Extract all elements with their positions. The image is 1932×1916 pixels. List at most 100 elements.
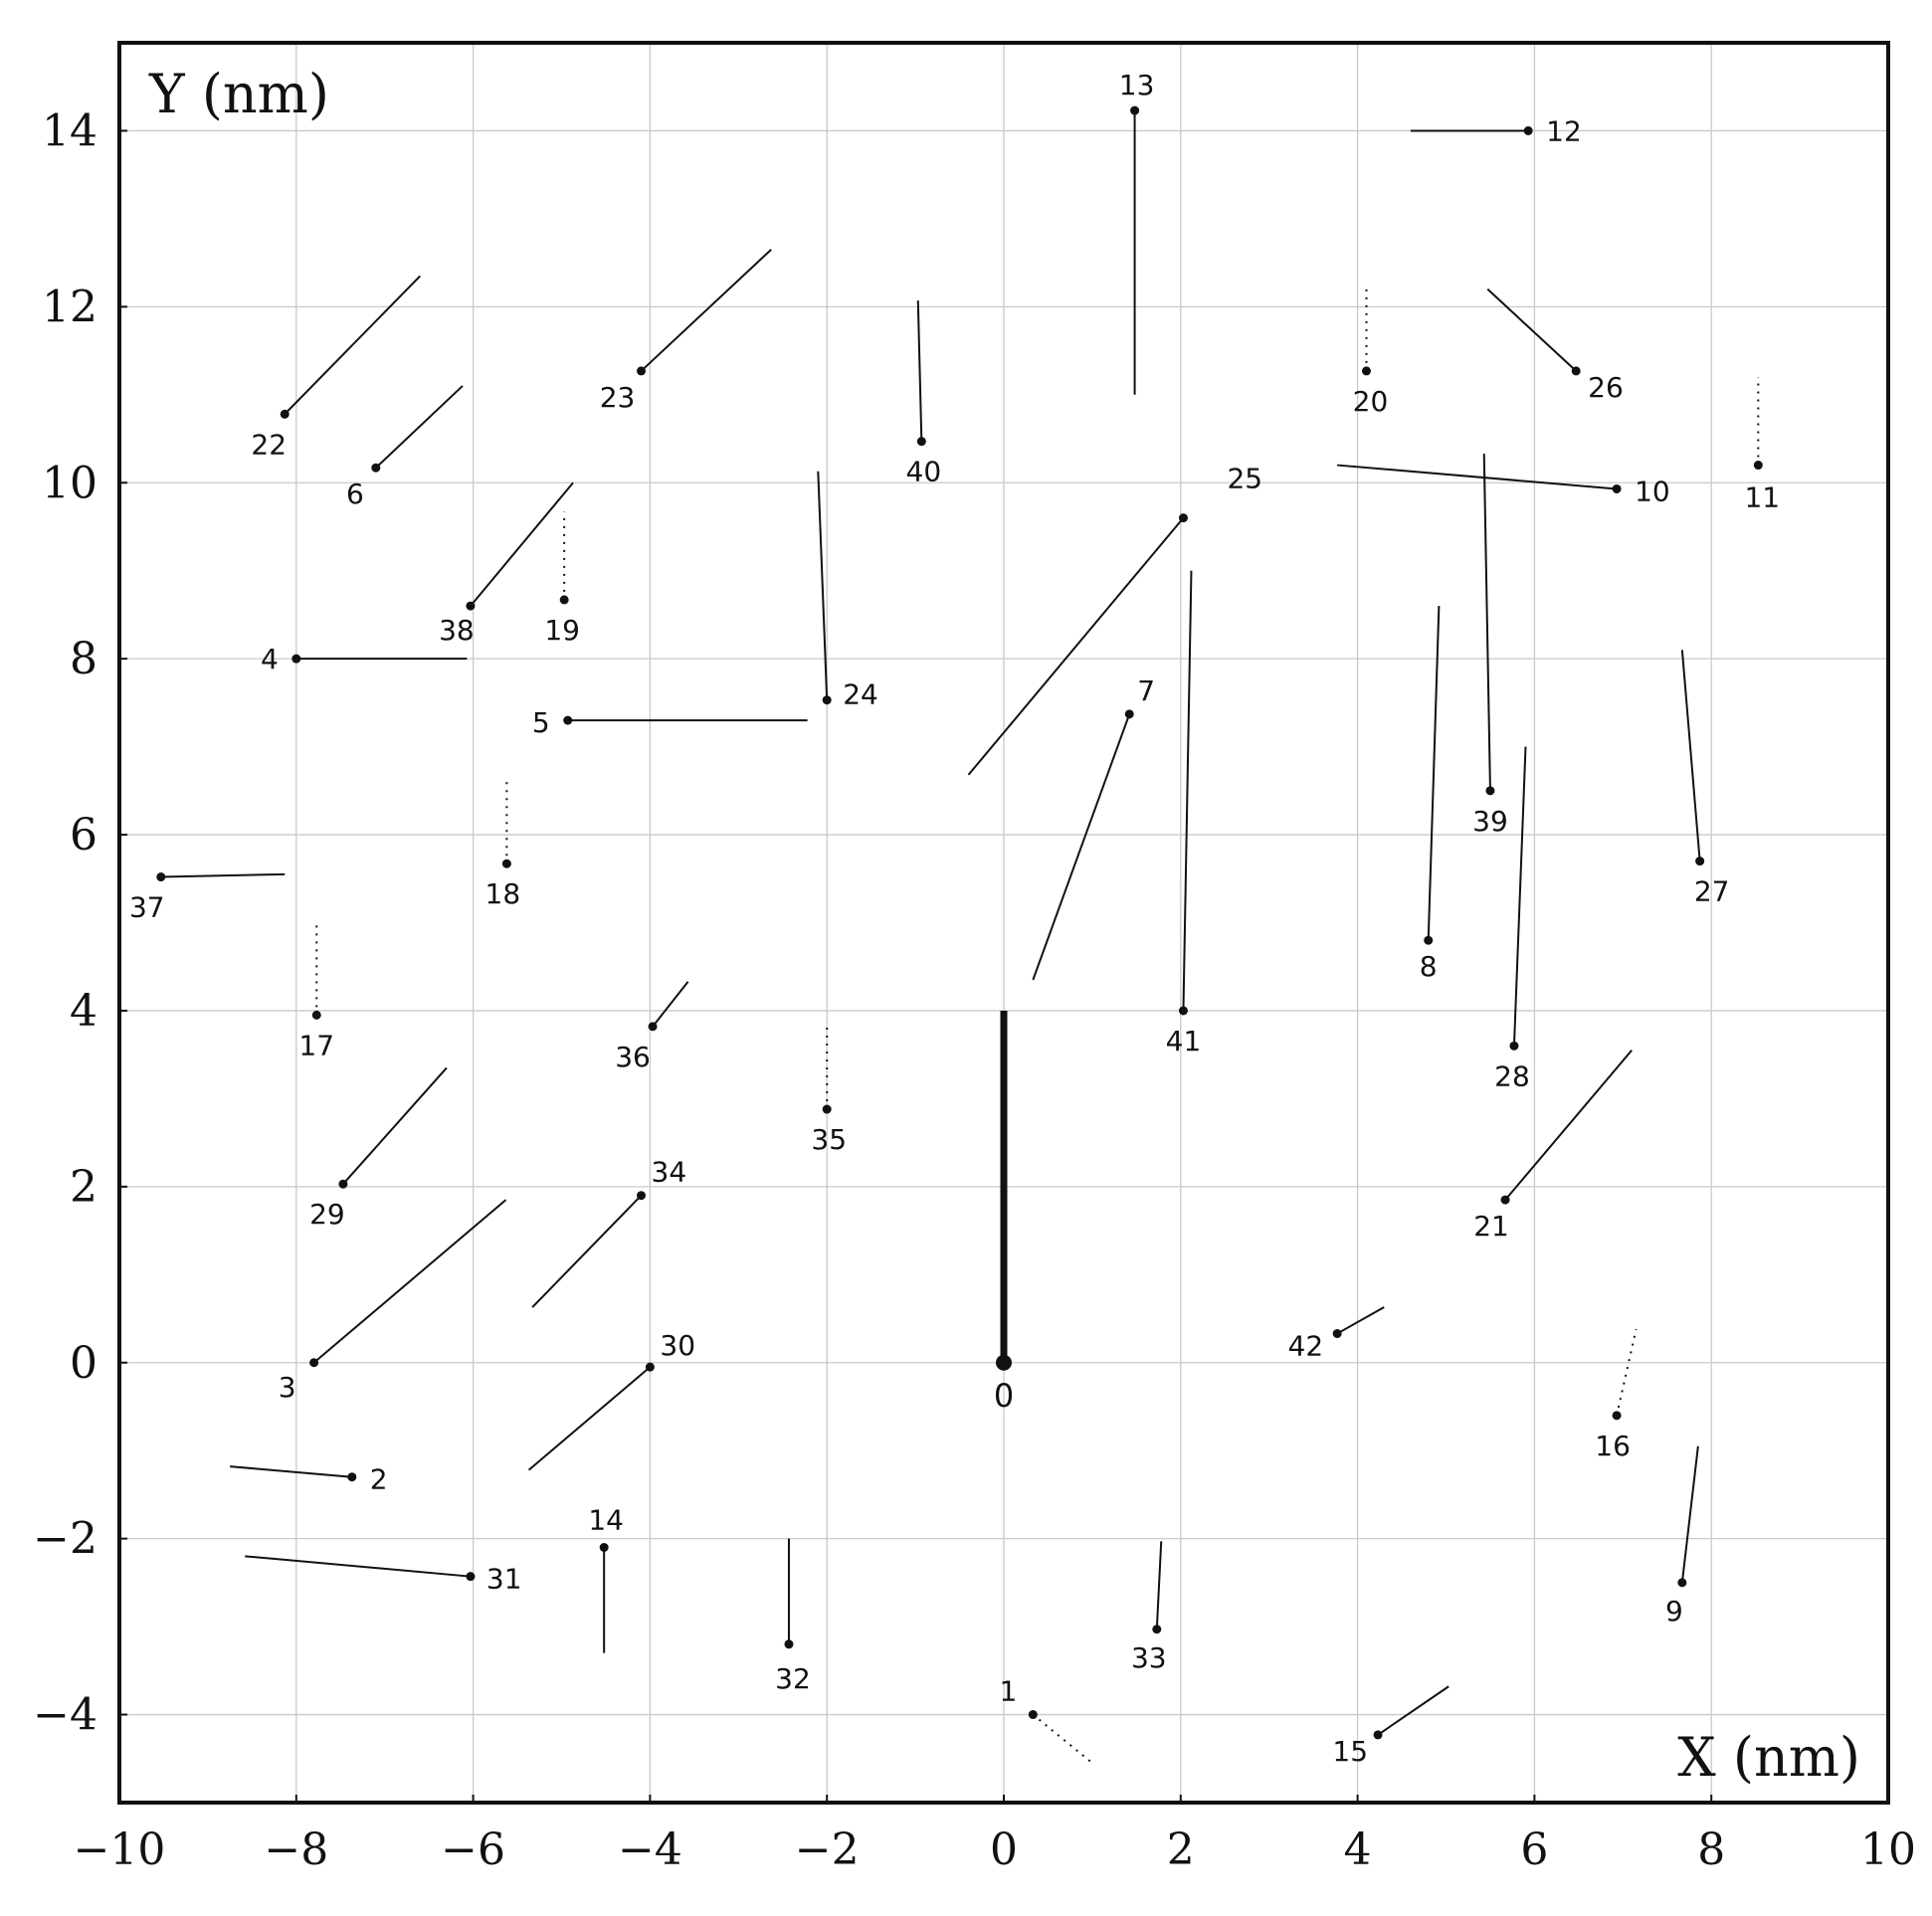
data-point-42 xyxy=(1332,1329,1342,1339)
point-label-0: 0 xyxy=(994,1377,1014,1415)
vector-line-1 xyxy=(1032,1713,1093,1764)
vector-line-27 xyxy=(1680,650,1701,862)
vector-line-36 xyxy=(652,981,689,1028)
data-point-41 xyxy=(1178,1006,1188,1016)
vector-line-26 xyxy=(1486,287,1577,372)
data-point-23 xyxy=(637,366,647,376)
point-label-19: 19 xyxy=(544,614,580,647)
vector-line-22 xyxy=(284,275,421,415)
point-label-18: 18 xyxy=(485,877,521,910)
point-label-25: 25 xyxy=(1227,463,1262,495)
y-tick-label: 2 xyxy=(70,1162,97,1213)
vector-line-16 xyxy=(1616,1328,1638,1417)
point-label-36: 36 xyxy=(615,1041,651,1073)
x-tick-label: 2 xyxy=(1167,1824,1195,1875)
point-label-14: 14 xyxy=(588,1503,624,1536)
vector-line-7 xyxy=(1032,713,1131,981)
point-label-38: 38 xyxy=(439,614,475,647)
data-point-19 xyxy=(559,595,569,605)
data-point-11 xyxy=(1753,461,1763,471)
data-point-26 xyxy=(1571,366,1581,376)
point-label-27: 27 xyxy=(1694,875,1730,908)
x-tick-label: 8 xyxy=(1697,1824,1725,1875)
point-label-2: 2 xyxy=(370,1463,388,1496)
point-label-26: 26 xyxy=(1588,371,1624,404)
point-label-33: 33 xyxy=(1131,1641,1167,1674)
data-point-20 xyxy=(1361,366,1371,376)
x-tick-label: −6 xyxy=(441,1824,505,1875)
data-point-2 xyxy=(347,1472,357,1482)
data-point-9 xyxy=(1677,1578,1687,1588)
vector-line-34 xyxy=(531,1194,643,1308)
data-point-28 xyxy=(1509,1041,1519,1051)
data-point-24 xyxy=(822,695,832,705)
data-point-15 xyxy=(1373,1730,1383,1740)
data-point-1 xyxy=(1028,1710,1038,1720)
data-point-16 xyxy=(1612,1411,1622,1421)
data-point-13 xyxy=(1130,105,1140,115)
point-label-37: 37 xyxy=(129,891,165,924)
data-point-27 xyxy=(1695,857,1705,866)
vector-line-28 xyxy=(1512,746,1527,1047)
data-point-30 xyxy=(645,1362,655,1372)
vector-line-33 xyxy=(1155,1541,1163,1629)
point-label-1: 1 xyxy=(1000,1675,1018,1708)
point-label-4: 4 xyxy=(261,643,279,675)
data-point-37 xyxy=(156,872,166,882)
point-label-24: 24 xyxy=(843,678,878,711)
vector-line-2 xyxy=(230,1465,352,1478)
point-label-17: 17 xyxy=(298,1029,334,1061)
y-tick-label: 12 xyxy=(42,282,97,332)
plot-frame xyxy=(117,41,1890,1805)
data-point-18 xyxy=(501,859,511,868)
vector-line-21 xyxy=(1504,1050,1633,1201)
vector-line-40 xyxy=(916,300,923,442)
vector-line-15 xyxy=(1377,1685,1449,1736)
y-tick-label: 4 xyxy=(70,986,97,1037)
vector-line-29 xyxy=(342,1066,448,1185)
point-label-23: 23 xyxy=(600,381,636,414)
data-point-7 xyxy=(1124,709,1134,719)
data-point-6 xyxy=(371,463,381,473)
data-point-21 xyxy=(1500,1195,1510,1205)
point-label-22: 22 xyxy=(251,428,287,461)
data-point-0 xyxy=(996,1354,1012,1371)
x-tick-label: 6 xyxy=(1520,1824,1548,1875)
point-label-15: 15 xyxy=(1332,1735,1368,1768)
vector-line-39 xyxy=(1482,454,1491,791)
point-label-9: 9 xyxy=(1665,1595,1683,1628)
x-tick-label: −8 xyxy=(264,1824,328,1875)
point-label-42: 42 xyxy=(1288,1330,1324,1363)
x-axis-title: X (nm) xyxy=(1677,1726,1860,1789)
data-point-14 xyxy=(599,1542,609,1552)
y-tick-label: −4 xyxy=(33,1690,97,1741)
data-point-4 xyxy=(291,654,301,664)
point-label-5: 5 xyxy=(532,706,550,739)
data-point-3 xyxy=(309,1358,319,1368)
point-vectors xyxy=(156,105,1763,1764)
point-label-6: 6 xyxy=(346,478,364,510)
data-point-5 xyxy=(563,715,573,725)
data-point-35 xyxy=(822,1104,832,1114)
vector-line-3 xyxy=(312,1199,507,1364)
point-label-41: 41 xyxy=(1166,1025,1202,1057)
y-tick-label: 8 xyxy=(70,634,97,684)
vector-line-10 xyxy=(1337,464,1618,490)
point-label-32: 32 xyxy=(775,1662,811,1695)
point-label-3: 3 xyxy=(279,1371,296,1404)
point-label-7: 7 xyxy=(1137,674,1155,707)
x-tick-label: 4 xyxy=(1344,1824,1372,1875)
y-tick-label: 10 xyxy=(42,458,97,508)
vector-line-9 xyxy=(1680,1445,1699,1583)
point-label-21: 21 xyxy=(1473,1210,1509,1243)
vector-line-42 xyxy=(1336,1306,1385,1335)
point-label-29: 29 xyxy=(309,1198,345,1231)
x-tick-label: 10 xyxy=(1860,1824,1916,1875)
vector-line-37 xyxy=(160,872,286,878)
data-point-22 xyxy=(280,409,290,419)
x-tick-label: −2 xyxy=(795,1824,860,1875)
data-point-10 xyxy=(1612,483,1622,493)
data-point-38 xyxy=(466,601,476,611)
